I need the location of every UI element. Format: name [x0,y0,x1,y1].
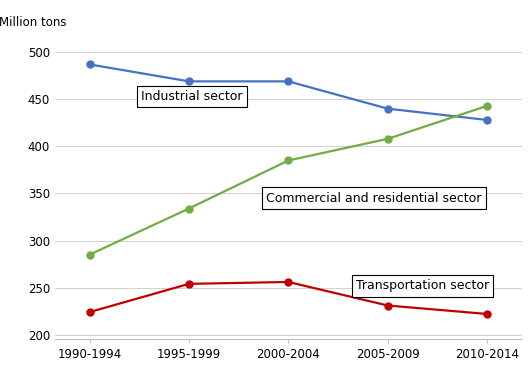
Text: Million tons: Million tons [0,16,66,29]
Text: Commercial and residential sector: Commercial and residential sector [267,192,482,205]
Text: Industrial sector: Industrial sector [141,90,243,103]
Text: Transportation sector: Transportation sector [356,279,489,292]
